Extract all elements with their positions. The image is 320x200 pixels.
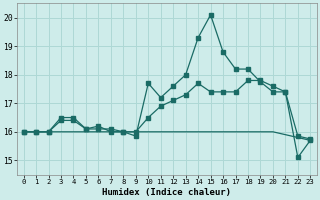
X-axis label: Humidex (Indice chaleur): Humidex (Indice chaleur) [102, 188, 231, 197]
